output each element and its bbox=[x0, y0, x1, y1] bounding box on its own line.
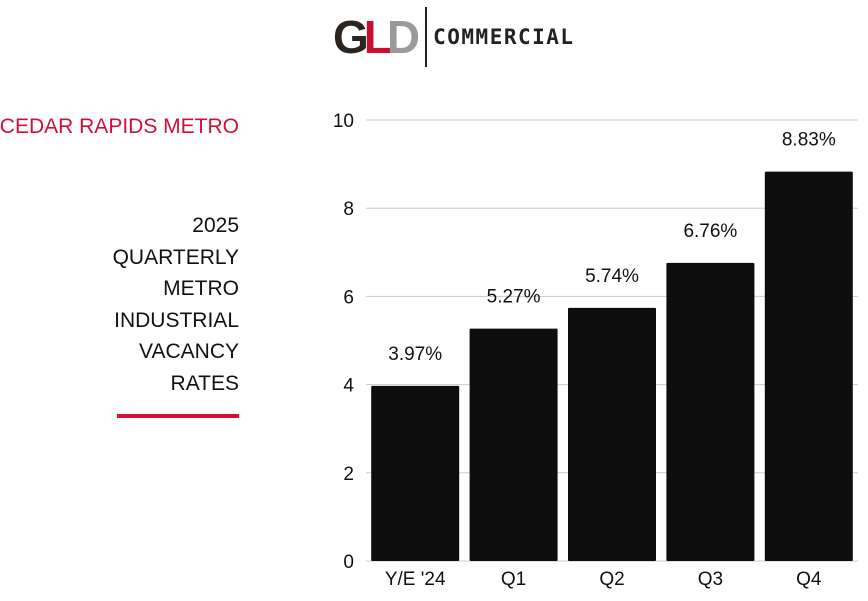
title-line: 2025 bbox=[192, 214, 239, 237]
y-tick-label: 2 bbox=[343, 464, 354, 485]
x-tick-label: Q3 bbox=[698, 569, 723, 590]
x-tick-label: Q1 bbox=[501, 569, 526, 590]
x-tick-label: Q4 bbox=[796, 569, 822, 590]
y-tick-label: 4 bbox=[343, 376, 354, 397]
bar bbox=[371, 385, 460, 561]
bar bbox=[469, 328, 558, 561]
y-tick-label: 0 bbox=[343, 552, 354, 573]
bar bbox=[764, 171, 853, 562]
data-label: 3.97% bbox=[388, 344, 442, 365]
accent-rule bbox=[117, 414, 239, 418]
title-line: METRO bbox=[163, 277, 239, 301]
logo-letter-d: D bbox=[386, 11, 420, 63]
x-tick-label: Q2 bbox=[599, 569, 624, 590]
data-label: 5.74% bbox=[585, 266, 639, 287]
data-label: 5.27% bbox=[487, 287, 541, 308]
logo-letter-g: G bbox=[333, 11, 369, 63]
bar bbox=[568, 307, 656, 561]
y-tick-label: 8 bbox=[343, 199, 354, 220]
logo-divider bbox=[425, 7, 428, 67]
logo-wordmark: COMMERCIAL bbox=[433, 25, 575, 49]
y-tick-label: 6 bbox=[343, 287, 354, 308]
y-tick-label: 10 bbox=[333, 111, 354, 132]
chart-title-block: 2025 QUARTERLY METRO INDUSTRIAL VACANCY … bbox=[39, 210, 239, 400]
title-line: RATES bbox=[170, 371, 239, 395]
logo-mark: G L D bbox=[333, 11, 420, 63]
company-logo: G L D COMMERCIAL bbox=[333, 6, 575, 68]
data-label: 6.76% bbox=[683, 221, 737, 242]
title-line: INDUSTRIAL bbox=[114, 308, 239, 332]
region-label: CEDAR RAPIDS METRO bbox=[0, 115, 239, 138]
title-line: QUARTERLY bbox=[112, 245, 239, 269]
x-tick-label: Y/E '24 bbox=[385, 569, 446, 590]
bar bbox=[666, 262, 755, 561]
data-label: 8.83% bbox=[782, 130, 836, 151]
title-line: VACANCY bbox=[139, 340, 239, 364]
